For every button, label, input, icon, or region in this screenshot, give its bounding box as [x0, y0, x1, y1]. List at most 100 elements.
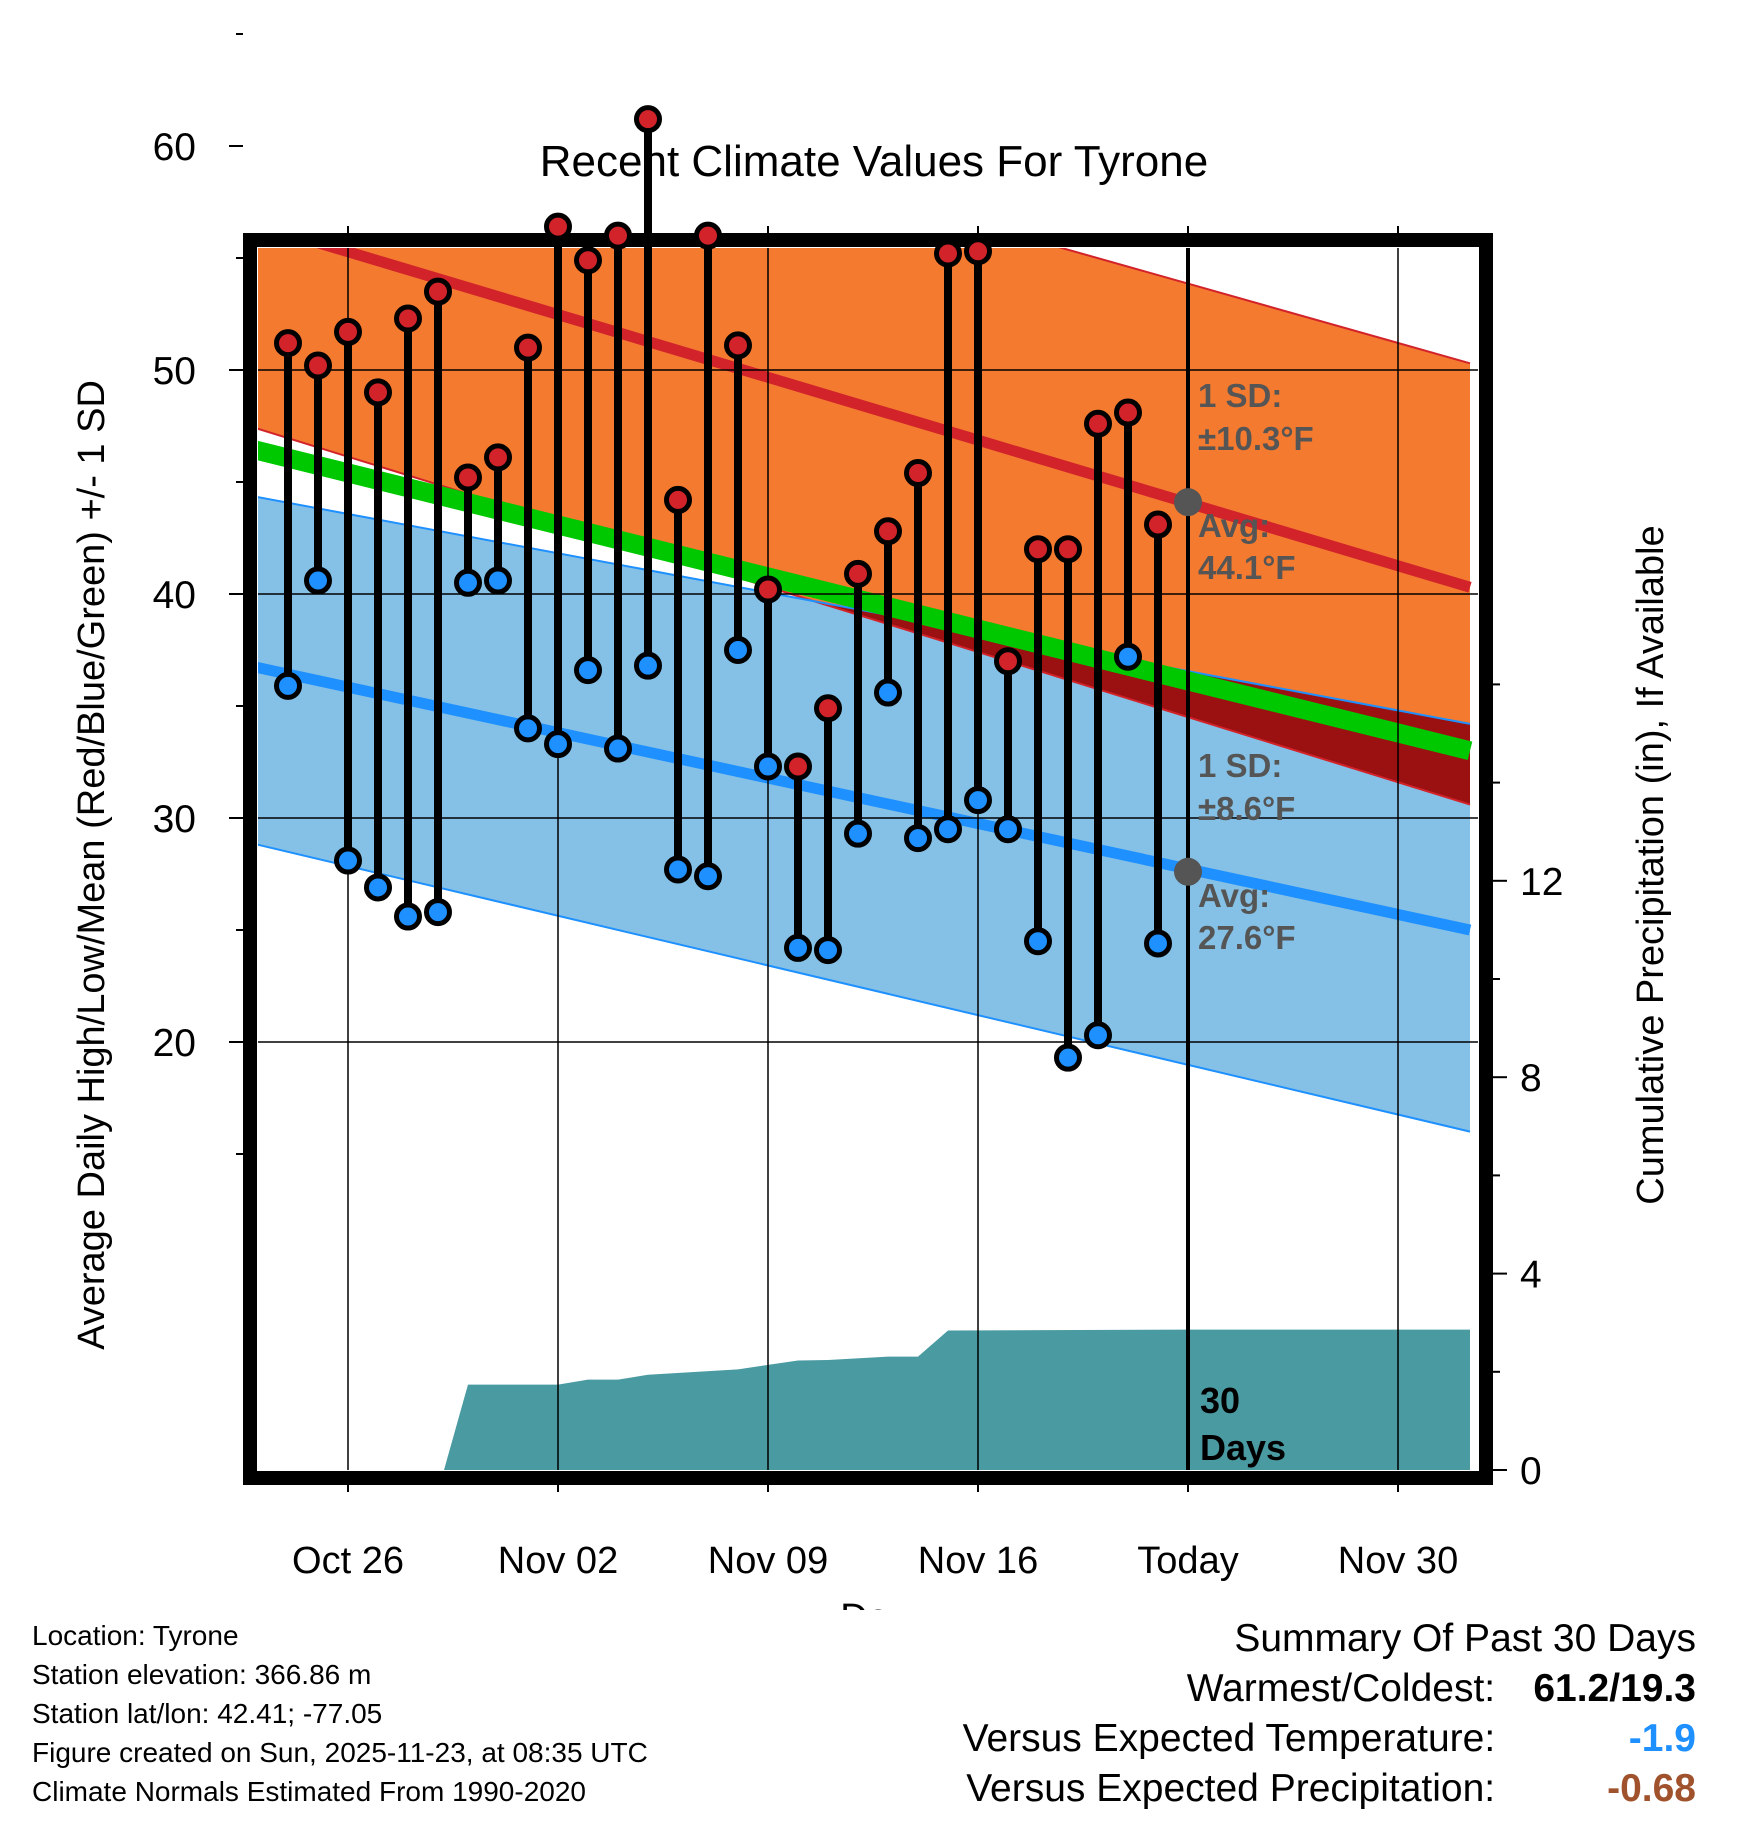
low-avg-marker [1174, 857, 1202, 886]
high-upper-edge [1058, 248, 1471, 365]
daily-high-point [484, 443, 512, 472]
created-text: Figure created on Sun, 2025-11-23, at 08… [32, 1737, 648, 1768]
precipitation-value: -0.68 [1607, 1767, 1696, 1810]
daily-high-point [934, 239, 962, 268]
daily-low-point [874, 678, 902, 707]
low-marker-label: Avg: [1198, 877, 1270, 914]
today-label-line1: 30 [1200, 1380, 1240, 1421]
daily-high-point [1144, 510, 1172, 539]
daily-low-point [664, 855, 692, 884]
daily-low-point [304, 566, 332, 595]
x-tick-label: Nov 30 [1338, 1540, 1458, 1582]
daily-high-point [694, 221, 722, 250]
daily-high-point [814, 694, 842, 723]
daily-low-point [574, 656, 602, 685]
latlon-text: Station lat/lon: 42.41; -77.05 [32, 1698, 383, 1729]
y2-tick-label: 0 [1520, 1450, 1542, 1493]
daily-low-point [424, 898, 452, 927]
daily-low-point [394, 902, 422, 931]
daily-low-point [364, 873, 392, 902]
y-tick-label: 60 [153, 126, 196, 169]
daily-high-point [1024, 535, 1052, 564]
x-tick-label: Nov 09 [708, 1540, 828, 1582]
daily-high-point [904, 459, 932, 488]
daily-low-point [964, 786, 992, 815]
y-tick-label: 50 [153, 350, 196, 393]
y-tick-label: 20 [153, 1022, 196, 1065]
daily-high-point [724, 331, 752, 360]
daily-low-point [454, 568, 482, 597]
normals-text: Climate Normals Estimated From 1990-2020 [32, 1776, 586, 1807]
daily-low-point [784, 933, 812, 962]
daily-high-point [334, 317, 362, 346]
summary-panel: Summary Of Past 30 Days Warmest/Coldest:… [963, 1614, 1696, 1814]
elevation-text: Station elevation: 366.86 m [32, 1659, 372, 1690]
climate-chart: Recent Climate Values For Tyrone 2030405… [71, 33, 1672, 1610]
daily-high-point [514, 333, 542, 362]
axes: 20 30 40 50 60 0 4 8 12 Oct 26 Nov 02 Nov 09 Nov 16 T… [71, 33, 1672, 1610]
y-axis-title: Average Daily High/Low/Mean (Red/Blue/Gr… [71, 380, 113, 1350]
daily-low-point [694, 862, 722, 891]
x-axis-title: Day [840, 1597, 908, 1610]
daily-high-point [874, 517, 902, 546]
daily-high-point [1114, 398, 1142, 427]
y2-tick-label: 4 [1520, 1254, 1542, 1297]
high-avg-line [316, 248, 1472, 593]
daily-low-point [1054, 1043, 1082, 1072]
daily-high-point [1084, 409, 1112, 438]
warmest-coldest-label: Warmest/Coldest: [1186, 1667, 1496, 1710]
warmest-coldest-row: Warmest/Coldest: 61.2/19.3 [963, 1664, 1696, 1714]
daily-high-point [994, 647, 1022, 676]
low-marker-label: 1 SD: [1198, 747, 1282, 784]
chart-title: Recent Climate Values For Tyrone [540, 137, 1208, 186]
daily-high-point [544, 212, 572, 241]
daily-low-point [1024, 927, 1052, 956]
daily-low-point [904, 824, 932, 853]
today-label-line2: Days [1200, 1427, 1286, 1468]
daily-low-point [1144, 929, 1172, 958]
low-marker-label: ±8.6°F [1198, 790, 1295, 827]
daily-low-point [274, 671, 302, 700]
daily-low-point [514, 714, 542, 743]
x-tick-label: Nov 16 [918, 1540, 1038, 1582]
high-marker-label: 1 SD: [1198, 377, 1282, 414]
daily-high-point [664, 485, 692, 514]
warmest-coldest-value: 61.2/19.3 [1533, 1667, 1696, 1710]
daily-high-point [394, 304, 422, 333]
daily-high-point [304, 351, 332, 380]
daily-low-point [544, 730, 572, 759]
daily-high-point [364, 378, 392, 407]
daily-low-point [754, 752, 782, 781]
daily-low-point [724, 636, 752, 664]
precipitation-row: Versus Expected Precipitation: -0.68 [963, 1764, 1696, 1814]
daily-low-point [634, 651, 662, 680]
daily-high-point [604, 221, 632, 250]
daily-high-point [844, 559, 872, 588]
precip-area [444, 1329, 1470, 1470]
daily-high-point [454, 463, 482, 492]
low-lower-edge [258, 843, 1471, 1133]
daily-high-point [964, 237, 992, 266]
daily-high-point [274, 329, 302, 358]
daily-low-point [334, 846, 362, 875]
precipitation-label: Versus Expected Precipitation: [966, 1767, 1496, 1810]
daily-low-point [994, 815, 1022, 844]
low-marker-label: 27.6°F [1198, 919, 1296, 956]
daily-high-point [634, 105, 662, 134]
daily-high-point [784, 752, 812, 781]
high-marker-label: ±10.3°F [1198, 420, 1314, 457]
temperature-row: Versus Expected Temperature: -1.9 [963, 1714, 1696, 1764]
x-tick-label: Today [1137, 1540, 1238, 1582]
y2-tick-label: 12 [1520, 861, 1563, 904]
summary-title: Summary Of Past 30 Days [1234, 1617, 1696, 1660]
daily-low-point [844, 819, 872, 848]
station-info: Location: Tyrone Station elevation: 366.… [32, 1616, 648, 1811]
high-marker-label: Avg: [1198, 507, 1270, 544]
y2-axis-title: Cumulative Precipitation (in), If Availa… [1630, 525, 1672, 1204]
daily-high-point [574, 246, 602, 275]
y-tick-label: 30 [153, 798, 196, 841]
x-tick-label: Nov 02 [498, 1540, 618, 1582]
temperature-label: Versus Expected Temperature: [962, 1717, 1496, 1760]
daily-low-point [934, 815, 962, 844]
daily-low-point [1084, 1021, 1112, 1050]
